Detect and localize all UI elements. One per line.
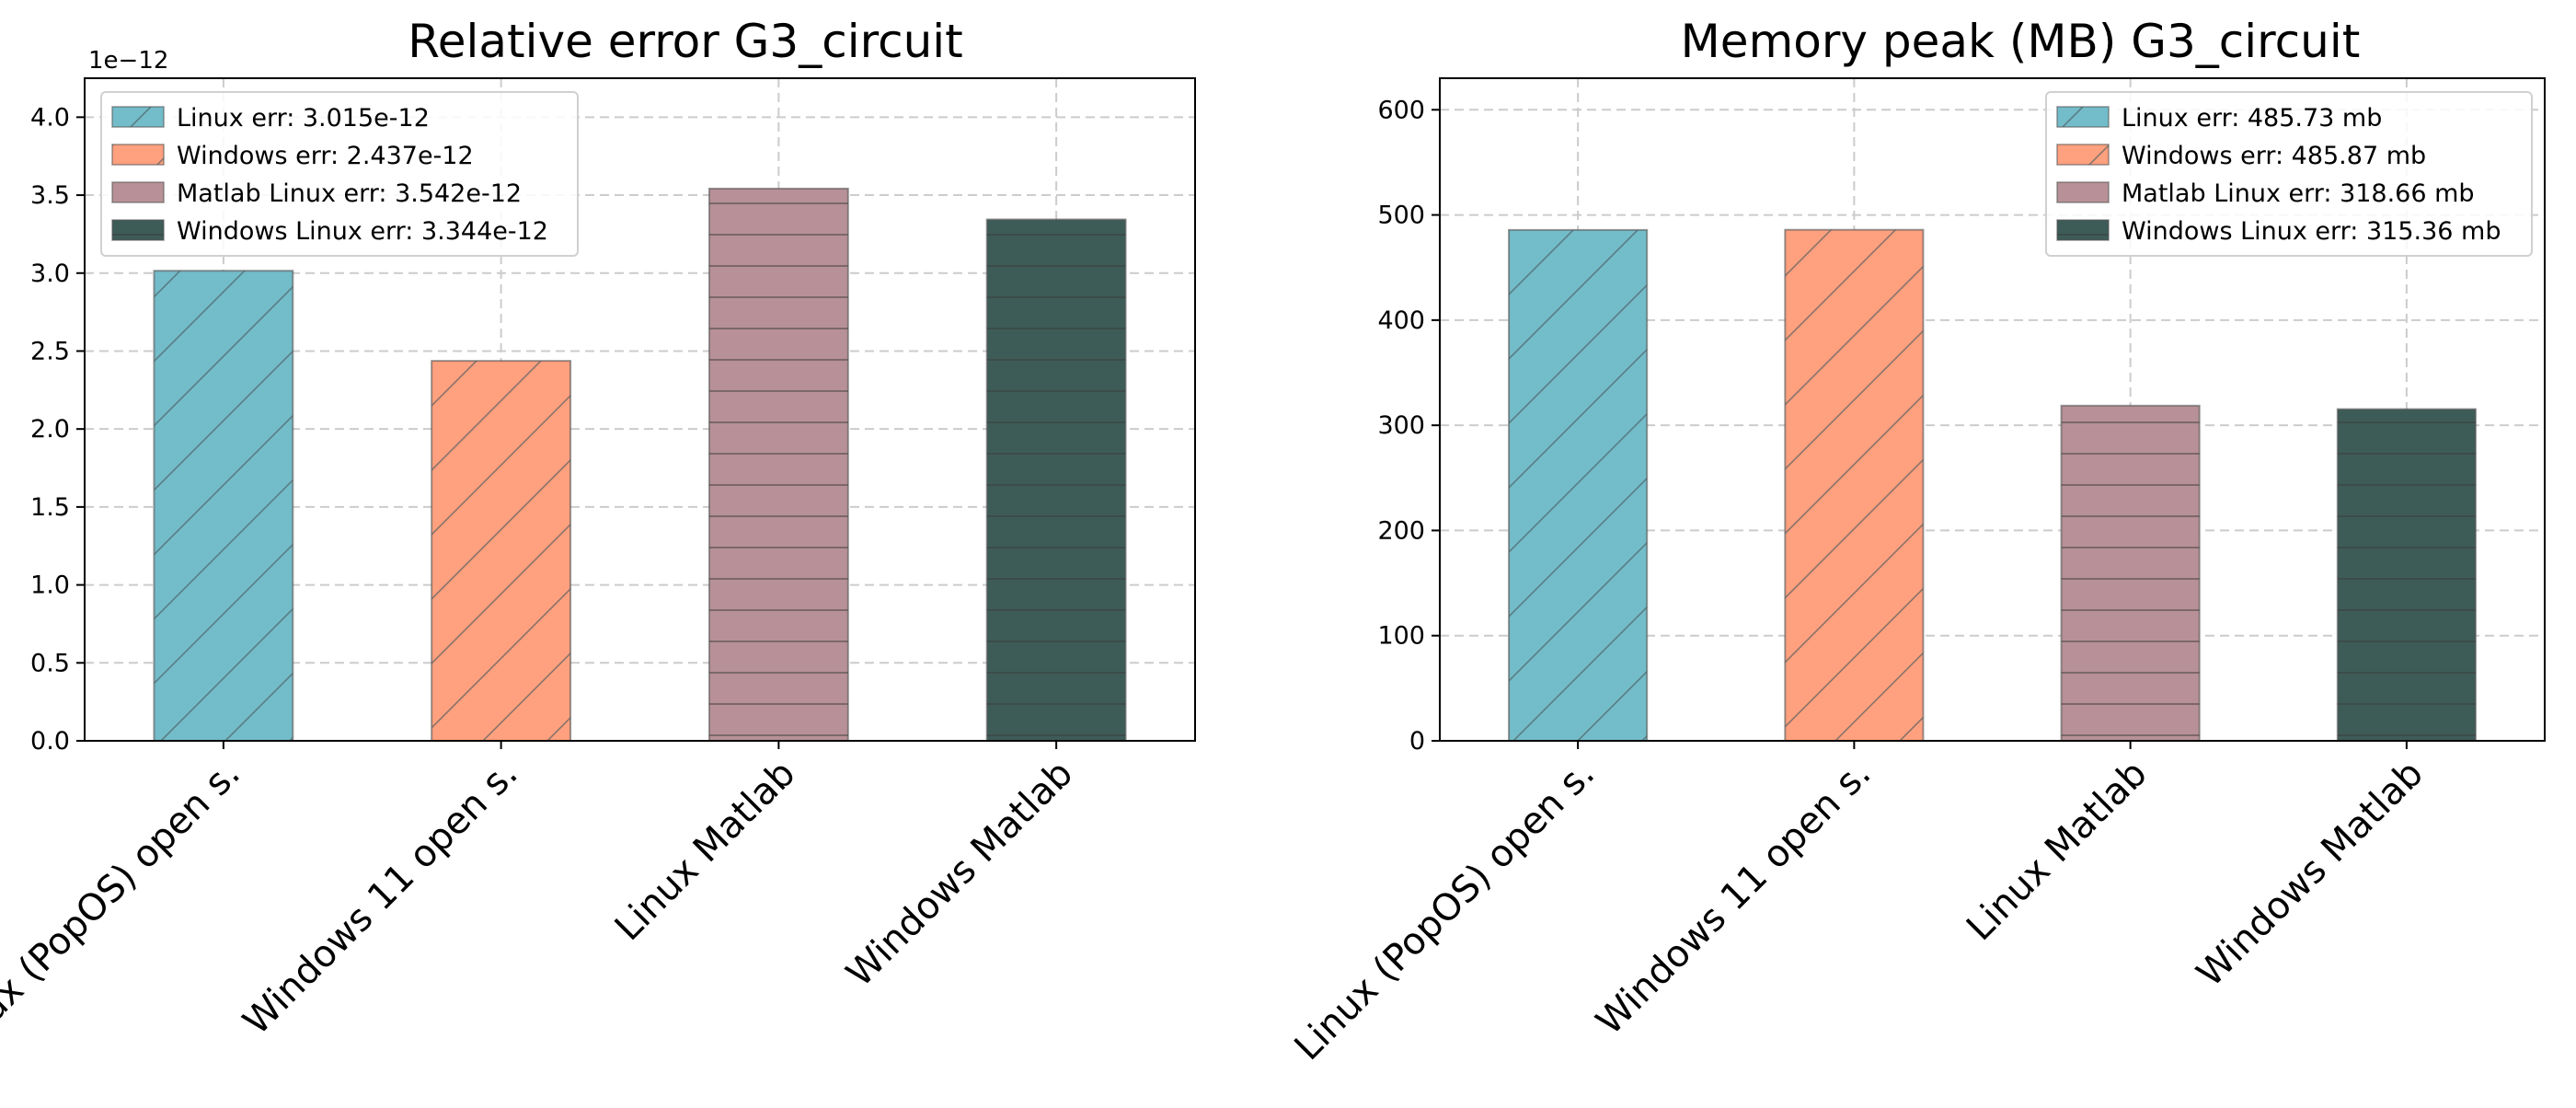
y-tick-label: 3.0 bbox=[30, 260, 70, 288]
chart-relative-error: Relative error G3_circuit 0.0 0.5 1.0 1.5 2.… bbox=[0, 15, 1196, 1068]
x-tick-label: Windows 11 open s. bbox=[1588, 753, 1879, 1044]
x-tick-label: Windows 11 open s. bbox=[236, 753, 526, 1044]
legend-label-3: Windows Linux err: 3.344e-12 bbox=[177, 217, 548, 246]
legend: Linux err: 485.73 mb Windows err: 485.87 … bbox=[2045, 91, 2533, 257]
y-tick-label: 1.0 bbox=[30, 571, 70, 600]
legend-swatch-hatch-1 bbox=[112, 144, 164, 165]
y-axis-ticks: 0 100 200 300 400 500 600 bbox=[1377, 96, 1440, 756]
bar-hatch-1 bbox=[431, 361, 571, 741]
x-tick-label: Linux (PopOS) open s. bbox=[0, 753, 248, 1069]
legend-label-1: Windows err: 485.87 mb bbox=[2122, 142, 2426, 170]
bar-hatch-3 bbox=[2337, 409, 2476, 741]
legend-label-2: Matlab Linux err: 318.66 mb bbox=[2122, 179, 2475, 208]
y-tick-label: 2.5 bbox=[30, 337, 70, 365]
x-tick-label: Windows Matlab bbox=[838, 753, 1081, 996]
y-tick-label: 3.5 bbox=[30, 181, 70, 210]
legend-label-0: Linux err: 485.73 mb bbox=[2122, 104, 2382, 133]
legend-swatch-hatch-3 bbox=[2057, 220, 2109, 240]
y-tick-label: 100 bbox=[1377, 622, 1425, 651]
legend-label-0: Linux err: 3.015e-12 bbox=[177, 104, 430, 133]
legend-label-2: Matlab Linux err: 3.542e-12 bbox=[177, 179, 522, 208]
chart-title: Memory peak (MB) G3_circuit bbox=[1681, 15, 2361, 68]
y-tick-label: 2.0 bbox=[30, 415, 70, 444]
legend-box bbox=[2045, 91, 2533, 257]
bar-hatch-3 bbox=[986, 219, 1126, 741]
y-tick-label: 0.5 bbox=[30, 649, 70, 677]
legend-swatch-hatch-0 bbox=[112, 107, 164, 127]
y-tick-label: 300 bbox=[1377, 411, 1425, 440]
axes-frame bbox=[84, 77, 1196, 742]
y-tick-label: 0 bbox=[1409, 727, 1425, 756]
x-tick-label: Windows Matlab bbox=[2189, 753, 2432, 996]
y-tick-label: 0.0 bbox=[30, 727, 70, 756]
legend-swatch-hatch-2 bbox=[2057, 182, 2109, 202]
y-tick-label: 500 bbox=[1377, 202, 1425, 230]
legend-swatch-hatch-0 bbox=[2057, 107, 2109, 127]
legend-swatch-hatch-2 bbox=[112, 182, 164, 202]
x-axis-ticks: Linux (PopOS) open s.Windows 11 open s. L… bbox=[0, 741, 1081, 1068]
bar-hatch-0 bbox=[1509, 229, 1648, 741]
chart-title: Relative error G3_circuit bbox=[408, 15, 963, 68]
legend-swatch-hatch-1 bbox=[2057, 144, 2109, 165]
bar-hatch-2 bbox=[2061, 405, 2200, 741]
bars bbox=[1508, 228, 2477, 743]
axes-frame bbox=[1439, 77, 2546, 742]
y-tick-label: 1.5 bbox=[30, 493, 70, 522]
legend-label-3: Windows Linux err: 315.36 mb bbox=[2122, 217, 2501, 246]
y-tick-label: 600 bbox=[1377, 96, 1425, 124]
y-offset-text: 1e−12 bbox=[88, 47, 168, 75]
x-axis-ticks: Linux (PopOS) open s.Windows 11 open s. L… bbox=[1287, 741, 2432, 1068]
bar-hatch-2 bbox=[708, 188, 848, 741]
chart-memory-peak: Memory peak (MB) G3_circuit 0 100 200 300 40… bbox=[1287, 15, 2546, 1068]
legend: Linux err: 3.015e-12 Windows err: 2.437e-… bbox=[100, 91, 579, 257]
x-tick-label: Linux Matlab bbox=[607, 753, 804, 950]
legend-label-1: Windows err: 2.437e-12 bbox=[177, 142, 474, 170]
bar-hatch-0 bbox=[154, 271, 293, 741]
bar-hatch-1 bbox=[1785, 229, 1924, 742]
x-tick-label: Linux (PopOS) open s. bbox=[1287, 753, 1604, 1069]
y-tick-label: 4.0 bbox=[30, 103, 70, 132]
y-axis-ticks: 0.0 0.5 1.0 1.5 2.0 2.5 3.0 3.5 4.0 bbox=[30, 103, 85, 756]
bars bbox=[153, 187, 1127, 742]
x-tick-label: Linux Matlab bbox=[1959, 753, 2156, 950]
y-tick-label: 200 bbox=[1377, 516, 1425, 545]
legend-swatch-hatch-3 bbox=[112, 220, 164, 240]
y-tick-label: 400 bbox=[1377, 306, 1425, 335]
legend-box bbox=[100, 91, 579, 257]
